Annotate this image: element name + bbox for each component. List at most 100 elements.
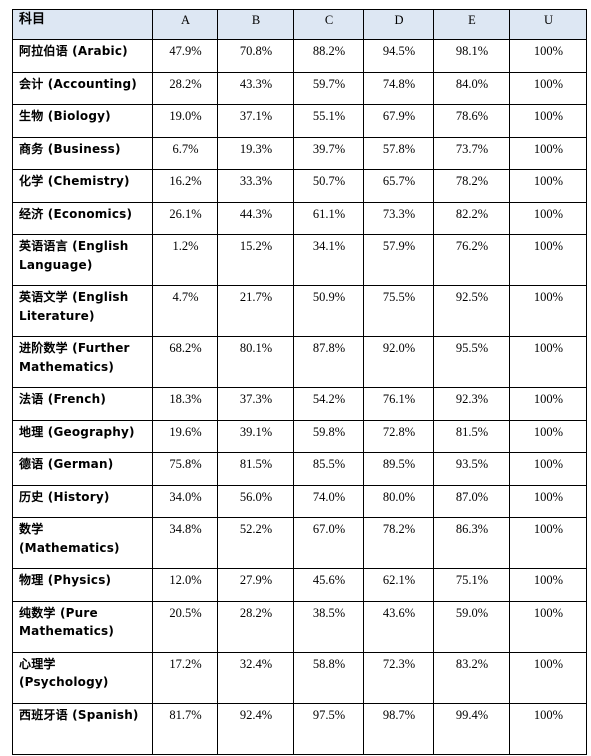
cumulative-percent-cell: 83.2% <box>433 651 510 704</box>
grade-distribution-table: 科目 A B C D E U 阿拉伯语 (Arabic) 47.9% 70.8% 88… <box>12 9 587 755</box>
table-row: 英语语言 (English Language) 1.2% 15.2% 34.1% 57.… <box>12 234 587 286</box>
table-row: 德语 (German) 75.8% 81.5% 85.5% 89.5% 93.5% 100% <box>12 452 587 486</box>
table-row: 心理学 (Psychology) 17.2% 32.4% 58.8% 72.3% 83.2… <box>12 651 587 704</box>
cumulative-percent-cell: 100% <box>509 136 587 170</box>
cumulative-percent-cell: 19.6% <box>152 419 218 453</box>
cumulative-percent-cell: 74.8% <box>363 71 434 105</box>
cumulative-percent-cell: 100% <box>509 484 587 518</box>
cumulative-percent-cell: 80.0% <box>363 484 434 518</box>
cumulative-percent-cell: 52.2% <box>217 517 294 569</box>
cumulative-percent-cell: 37.3% <box>217 387 294 421</box>
subject-cell: 经济 (Economics) <box>12 201 153 235</box>
subject-cell: 英语语言 (English Language) <box>12 234 153 286</box>
cumulative-percent-cell: 43.6% <box>363 600 434 653</box>
cumulative-percent-cell: 80.1% <box>217 336 294 388</box>
cumulative-percent-cell: 75.1% <box>433 568 510 602</box>
cumulative-percent-cell: 100% <box>509 651 587 704</box>
cumulative-percent-cell: 28.2% <box>217 600 294 653</box>
grade-header-b: B <box>217 9 294 40</box>
cumulative-percent-cell: 1.2% <box>152 234 218 286</box>
table-row: 数学 (Mathematics) 34.8% 52.2% 67.0% 78.2% 86.3… <box>12 517 587 569</box>
cumulative-percent-cell: 78.2% <box>363 517 434 569</box>
cumulative-percent-cell: 100% <box>509 452 587 486</box>
grade-header-u: U <box>509 9 587 40</box>
cumulative-percent-cell: 76.1% <box>363 387 434 421</box>
cumulative-percent-cell: 50.9% <box>293 285 364 337</box>
cumulative-percent-cell: 74.0% <box>293 484 364 518</box>
cumulative-percent-cell: 59.0% <box>433 600 510 653</box>
subject-cell: 法语 (French) <box>12 387 153 421</box>
cumulative-percent-cell: 19.3% <box>217 136 294 170</box>
table-row: 经济 (Economics) 26.1% 44.3% 61.1% 73.3% 82.2% 1… <box>12 201 587 235</box>
cumulative-percent-cell: 37.1% <box>217 104 294 138</box>
subject-cell: 英语文学 (English Literature) <box>12 285 153 337</box>
cumulative-percent-cell: 58.8% <box>293 651 364 704</box>
table-row: 纯数学 (Pure Mathematics) 20.5% 28.2% 38.5% 43.… <box>12 600 587 653</box>
table-row: 英语文学 (English Literature) 4.7% 21.7% 50.9% 7… <box>12 285 587 337</box>
table-row: 西班牙语 (Spanish) 81.7% 92.4% 97.5% 98.7% 99.4% 1… <box>12 702 587 755</box>
cumulative-percent-cell: 92.5% <box>433 285 510 337</box>
table-row: 生物 (Biology) 19.0% 37.1% 55.1% 67.9% 78.6% 100… <box>12 104 587 138</box>
subject-cell: 德语 (German) <box>12 452 153 486</box>
cumulative-percent-cell: 92.4% <box>217 702 294 755</box>
cumulative-percent-cell: 54.2% <box>293 387 364 421</box>
cumulative-percent-cell: 59.8% <box>293 419 364 453</box>
cumulative-percent-cell: 59.7% <box>293 71 364 105</box>
subject-cell: 历史 (History) <box>12 484 153 518</box>
table-row: 法语 (French) 18.3% 37.3% 54.2% 76.1% 92.3% 100% <box>12 387 587 421</box>
subject-cell: 会计 (Accounting) <box>12 71 153 105</box>
cumulative-percent-cell: 50.7% <box>293 169 364 203</box>
cumulative-percent-cell: 94.5% <box>363 39 434 73</box>
cumulative-percent-cell: 21.7% <box>217 285 294 337</box>
cumulative-percent-cell: 47.9% <box>152 39 218 73</box>
cumulative-percent-cell: 97.5% <box>293 702 364 755</box>
cumulative-percent-cell: 100% <box>509 201 587 235</box>
subject-cell: 进阶数学 (Further Mathematics) <box>12 336 153 388</box>
cumulative-percent-cell: 68.2% <box>152 336 218 388</box>
cumulative-percent-cell: 73.3% <box>363 201 434 235</box>
cumulative-percent-cell: 98.7% <box>363 702 434 755</box>
cumulative-percent-cell: 18.3% <box>152 387 218 421</box>
cumulative-percent-cell: 32.4% <box>217 651 294 704</box>
cumulative-percent-cell: 100% <box>509 234 587 286</box>
cumulative-percent-cell: 16.2% <box>152 169 218 203</box>
grade-header-d: D <box>363 9 434 40</box>
cumulative-percent-cell: 27.9% <box>217 568 294 602</box>
cumulative-percent-cell: 70.8% <box>217 39 294 73</box>
cumulative-percent-cell: 100% <box>509 39 587 73</box>
subject-cell: 西班牙语 (Spanish) <box>12 702 153 755</box>
cumulative-percent-cell: 72.8% <box>363 419 434 453</box>
cumulative-percent-cell: 34.1% <box>293 234 364 286</box>
cumulative-percent-cell: 56.0% <box>217 484 294 518</box>
cumulative-percent-cell: 45.6% <box>293 568 364 602</box>
grade-header-c: C <box>293 9 364 40</box>
cumulative-percent-cell: 99.4% <box>433 702 510 755</box>
cumulative-percent-cell: 75.5% <box>363 285 434 337</box>
cumulative-percent-cell: 86.3% <box>433 517 510 569</box>
cumulative-percent-cell: 43.3% <box>217 71 294 105</box>
subject-cell: 商务 (Business) <box>12 136 153 170</box>
cumulative-percent-cell: 72.3% <box>363 651 434 704</box>
cumulative-percent-cell: 34.8% <box>152 517 218 569</box>
subject-cell: 生物 (Biology) <box>12 104 153 138</box>
cumulative-percent-cell: 100% <box>509 568 587 602</box>
cumulative-percent-cell: 89.5% <box>363 452 434 486</box>
cumulative-percent-cell: 88.2% <box>293 39 364 73</box>
cumulative-percent-cell: 4.7% <box>152 285 218 337</box>
cumulative-percent-cell: 100% <box>509 336 587 388</box>
cumulative-percent-cell: 57.9% <box>363 234 434 286</box>
cumulative-percent-cell: 38.5% <box>293 600 364 653</box>
table-row: 会计 (Accounting) 28.2% 43.3% 59.7% 74.8% 84.0%… <box>12 71 587 105</box>
cumulative-percent-cell: 93.5% <box>433 452 510 486</box>
grade-header-e: E <box>433 9 510 40</box>
table-row: 历史 (History) 34.0% 56.0% 74.0% 80.0% 87.0% 100… <box>12 484 587 518</box>
cumulative-percent-cell: 75.8% <box>152 452 218 486</box>
cumulative-percent-cell: 100% <box>509 104 587 138</box>
header-row: 科目 A B C D E U <box>12 9 587 40</box>
cumulative-percent-cell: 92.0% <box>363 336 434 388</box>
cumulative-percent-cell: 61.1% <box>293 201 364 235</box>
cumulative-percent-cell: 95.5% <box>433 336 510 388</box>
cumulative-percent-cell: 17.2% <box>152 651 218 704</box>
subject-cell: 纯数学 (Pure Mathematics) <box>12 600 153 653</box>
cumulative-percent-cell: 39.1% <box>217 419 294 453</box>
